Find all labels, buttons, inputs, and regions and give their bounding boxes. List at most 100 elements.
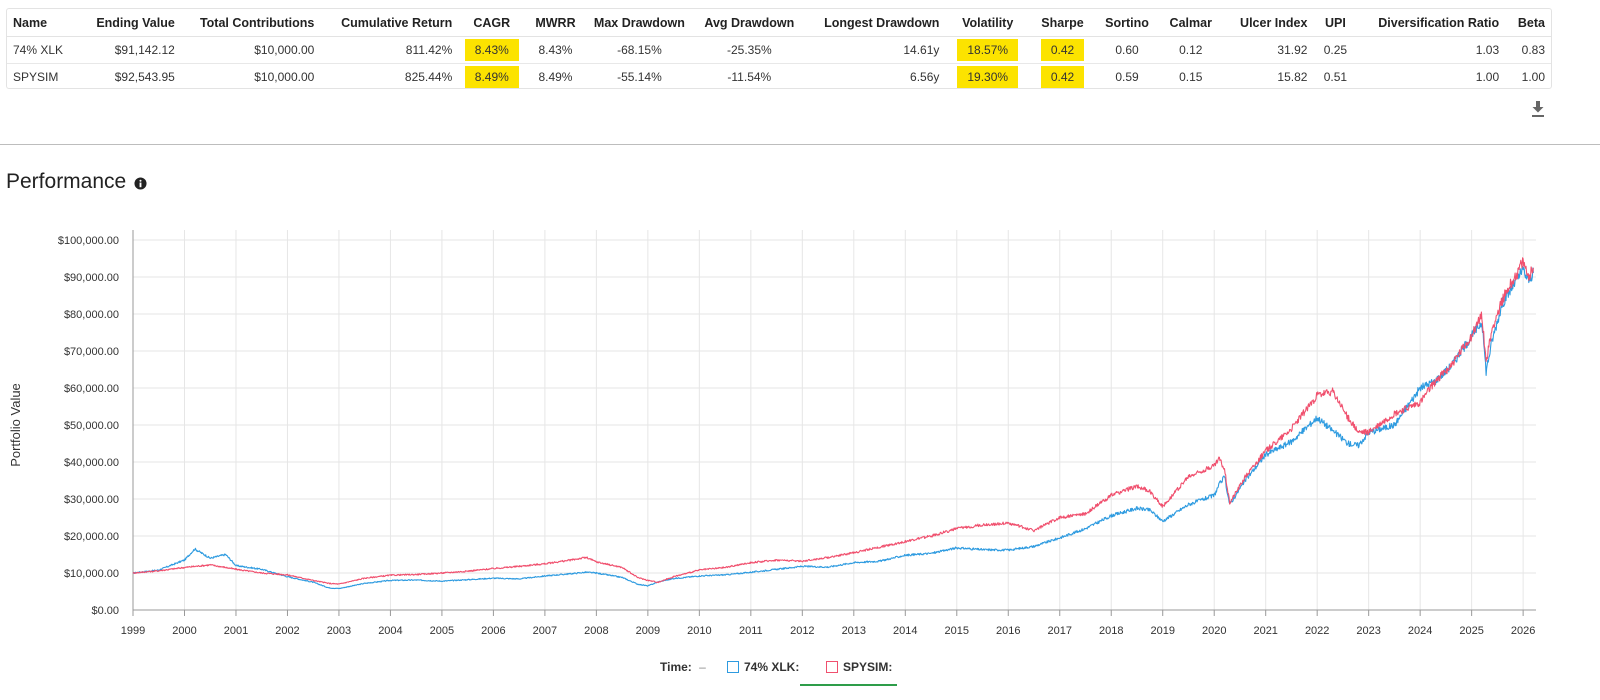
table-cell: $10,000.00: [254, 43, 315, 57]
table-cell: 1.03: [1475, 43, 1500, 57]
x-tick-label: 2019: [1150, 625, 1174, 637]
x-tick-label: 2022: [1305, 625, 1329, 637]
table-body: 74% XLK $91,142.12 $10,000.00 811.42% 8.43% 8…: [7, 37, 1551, 90]
x-tick-label: 2014: [893, 625, 917, 637]
y-tick-label: $10,000.00: [64, 568, 119, 580]
table-cell: 811.42%: [405, 43, 453, 57]
table-cell: $10,000.00: [180, 63, 321, 90]
column-header-total-contributions[interactable]: Total Contributions: [180, 9, 321, 37]
x-tick-label: 2016: [996, 625, 1020, 637]
x-tick-label: 2008: [584, 625, 608, 637]
page-title: Performance: [6, 170, 127, 193]
highlighted-value: 0.42: [1040, 39, 1085, 61]
section-divider: [0, 144, 1600, 145]
x-tick-label: 2020: [1202, 625, 1226, 637]
x-tick-label: 2000: [172, 625, 196, 637]
x-tick-label: 2002: [275, 625, 299, 637]
table-cell: 14.61y: [903, 43, 940, 57]
y-tick-label: $60,000.00: [64, 383, 119, 395]
x-tick-label: 2024: [1408, 625, 1432, 637]
download-icon[interactable]: [1530, 100, 1546, 118]
column-header-upi[interactable]: UPI: [1313, 9, 1358, 37]
x-tick-label: 2006: [481, 625, 505, 637]
legend-item-xlk[interactable]: 74% XLK:: [727, 660, 799, 674]
legend-label-xlk: 74% XLK:: [744, 660, 800, 674]
legend-selection-indicator: [800, 684, 897, 686]
x-tick-label: 2012: [790, 625, 814, 637]
table-cell: 31.92: [1277, 43, 1308, 57]
x-tick-label: 2007: [533, 625, 557, 637]
series-line-xlk: [132, 265, 1534, 590]
highlighted-value: 19.30%: [957, 66, 1019, 88]
column-header-volatility[interactable]: Volatility: [945, 9, 1031, 37]
y-tick-label: $70,000.00: [64, 346, 119, 358]
table-cell: $91,142.12: [114, 43, 175, 57]
y-axis-label: Portfolio Value: [8, 383, 23, 467]
column-header-cagr[interactable]: CAGR: [458, 9, 526, 37]
y-tick-label: $0.00: [91, 605, 119, 617]
x-tick-label: 2018: [1099, 625, 1123, 637]
y-tick-label: $50,000.00: [64, 420, 119, 432]
x-tick-label: 2010: [687, 625, 711, 637]
x-tick-label: 2017: [1048, 625, 1072, 637]
table-cell: 0.83: [1521, 43, 1545, 57]
table-cell: -68.15%: [617, 43, 662, 57]
table-cell: -11.54%: [693, 63, 806, 90]
legend-item-spysim[interactable]: SPYSIM:: [826, 660, 892, 674]
x-tick-label: 2001: [224, 625, 248, 637]
legend-swatch-spysim: [826, 661, 838, 673]
x-tick-label: 2003: [327, 625, 351, 637]
table-cell: 0.42: [1030, 63, 1095, 90]
column-header-beta[interactable]: Beta: [1505, 9, 1551, 37]
legend-time-label: Time:: [660, 660, 692, 674]
stats-table-container: Name Ending Value Total Contributions Cumul…: [6, 8, 1552, 90]
table-cell: 74% XLK: [13, 43, 64, 57]
highlighted-value: 8.49%: [464, 66, 519, 88]
table-header-row: Name Ending Value Total Contributions Cumul…: [7, 9, 1551, 37]
x-tick-label: 2025: [1459, 625, 1483, 637]
legend-time: Time: –: [660, 660, 706, 674]
info-icon[interactable]: [134, 177, 147, 190]
column-header-diversification-ratio[interactable]: Diversification Ratio: [1357, 9, 1506, 37]
table-cell: SPYSIM: [7, 63, 80, 90]
table-cell: 825.44%: [320, 63, 459, 90]
table-cell: 0.59: [1094, 63, 1160, 90]
stats-table: Name Ending Value Total Contributions Cumul…: [7, 9, 1551, 90]
column-header-name[interactable]: Name: [7, 9, 80, 37]
table-cell: 8.43%: [458, 37, 525, 64]
column-header-sharpe[interactable]: Sharpe: [1030, 9, 1095, 37]
table-cell: -55.14%: [585, 63, 694, 90]
legend-time-value: –: [699, 660, 706, 674]
series-line-spysim: [132, 257, 1534, 585]
table-row: SPYSIM $92,543.95 $10,000.00 825.44% 8.49% 8.…: [7, 63, 1551, 90]
column-header-ulcer-index[interactable]: Ulcer Index: [1222, 9, 1314, 37]
x-tick-label: 2005: [430, 625, 454, 637]
column-header-avg-drawdown[interactable]: Avg Drawdown: [693, 9, 806, 37]
y-tick-label: $80,000.00: [64, 309, 119, 321]
x-tick-label: 2021: [1253, 625, 1277, 637]
table-cell: 8.43%: [538, 43, 573, 57]
column-header-cumulative-return[interactable]: Cumulative Return: [320, 9, 459, 37]
table-cell: 0.25: [1323, 43, 1348, 57]
column-header-ending-value[interactable]: Ending Value: [79, 9, 181, 37]
table-cell: 1.00: [1357, 63, 1506, 90]
column-header-max-drawdown[interactable]: Max Drawdown: [585, 9, 694, 37]
y-tick-label: $40,000.00: [64, 457, 119, 469]
y-tick-label: $100,000.00: [58, 235, 119, 247]
x-tick-label: 2004: [378, 625, 402, 637]
y-tick-label: $90,000.00: [64, 272, 119, 284]
performance-chart: $0.00 $10,000.00 $20,000.00 $30,000.00 $40,0…: [8, 230, 1536, 637]
table-cell: -25.35%: [726, 43, 772, 57]
legend-swatch-xlk: [727, 661, 739, 673]
column-header-longest-drawdown[interactable]: Longest Drawdown: [805, 9, 946, 37]
column-header-calmar[interactable]: Calmar: [1159, 9, 1223, 37]
x-tick-label: 2026: [1511, 625, 1535, 637]
table-cell: 15.82: [1222, 63, 1314, 90]
column-header-mwrr[interactable]: MWRR: [525, 9, 586, 37]
table-cell: 0.15: [1159, 63, 1223, 90]
table-cell: 19.30%: [945, 63, 1031, 90]
highlighted-value: 0.42: [1040, 66, 1085, 88]
column-header-sortino[interactable]: Sortino: [1094, 9, 1160, 37]
table-row: 74% XLK $91,142.12 $10,000.00 811.42% 8.43% 8…: [7, 37, 1551, 64]
x-tick-label: 2023: [1356, 625, 1380, 637]
